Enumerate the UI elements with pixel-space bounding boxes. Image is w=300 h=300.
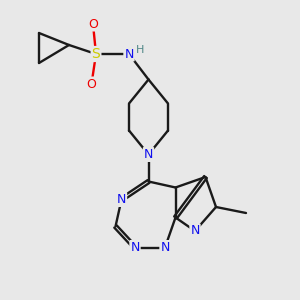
Text: N: N	[117, 193, 126, 206]
Text: H: H	[136, 45, 145, 56]
Text: N: N	[130, 241, 140, 254]
Text: N: N	[124, 47, 134, 61]
Text: N: N	[144, 148, 153, 161]
Text: S: S	[92, 47, 100, 61]
Text: O: O	[87, 77, 96, 91]
Text: N: N	[160, 241, 170, 254]
Text: N: N	[190, 224, 200, 238]
Text: O: O	[88, 17, 98, 31]
